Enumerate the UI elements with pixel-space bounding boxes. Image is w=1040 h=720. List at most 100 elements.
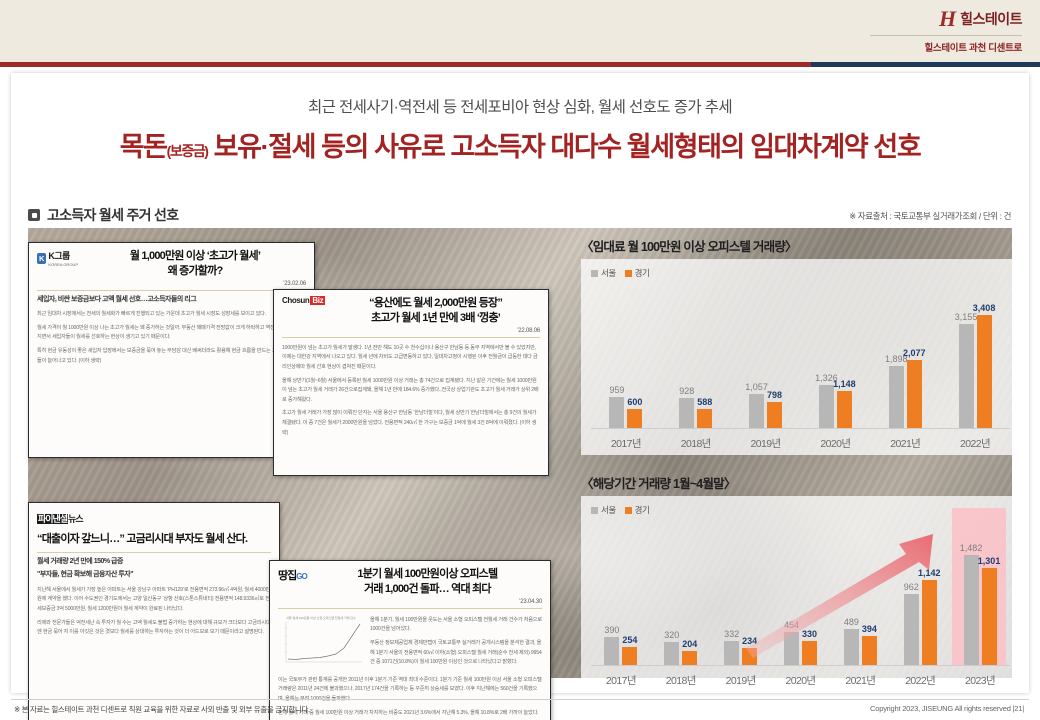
bar-group: 1,898 2,077 bbox=[870, 285, 940, 429]
bar-group: 320 204 bbox=[651, 522, 711, 666]
bar-gyeonggi: 1,301 bbox=[978, 556, 1000, 666]
bar-gyeonggi: 3,408 bbox=[973, 303, 995, 429]
headline-part-1: 목돈 bbox=[119, 132, 168, 162]
clip3-body: 지난해 서울에서 월세가 가장 높은 아파트는 서울 강남구 아파트 ‘PH12… bbox=[29, 584, 279, 648]
x-tick-label: 2019년 bbox=[750, 438, 782, 450]
bar-seoul: 1,482 bbox=[960, 543, 982, 666]
biz-badge-icon: Biz bbox=[310, 296, 326, 305]
mini-line-chart-icon bbox=[284, 621, 362, 662]
clip4-body-bottom: 이는 국토부가 관련 통계를 공개한 2011년 이후 1분기 기준 역대 최대… bbox=[270, 674, 550, 720]
bar-value-label: 2,077 bbox=[902, 348, 926, 358]
bar-value-label: 320 bbox=[664, 630, 680, 640]
legend-swatch-seoul-icon bbox=[591, 269, 598, 277]
bar-value-label: 1,326 bbox=[815, 373, 838, 383]
bar-value-label: 1,148 bbox=[833, 379, 856, 389]
clip4-headline-line2: 거래 1,000건 돌파… 역대 최다 bbox=[364, 582, 491, 595]
bar-value-label: 489 bbox=[843, 617, 859, 627]
x-tick-label: 2017년 bbox=[610, 438, 642, 450]
footer-note: ※ 본 자료는 힐스테이트 과천 디센트로 직원 교육을 위한 자료로 사외 반… bbox=[14, 705, 310, 714]
clip3-headline: “대출이자 갚느니…” 고금리시대 부자도 월세 산다. bbox=[37, 533, 248, 545]
chart1-plot-area: 서울 경기 959 600 928 588 1,057 798 1,326 1,148 1,89… bbox=[581, 259, 1018, 455]
chart-period-transactions: 〈해당기간 거래량 1월~4월말〉 서울 경기 bbox=[581, 473, 1018, 692]
clip1-outlet-sub: KOREA GROUP bbox=[48, 262, 78, 267]
clip2-headline-line2: 초고가 월세 1년 만에 3배 ‘껑충’ bbox=[371, 311, 501, 324]
clip3-para: 지난해 서울에서 월세가 가장 높은 아파트는 서울 강남구 아파트 ‘PH12… bbox=[37, 586, 271, 613]
bar-gyeonggi: 1,148 bbox=[833, 379, 856, 429]
clip2-date: ’22.08.06 bbox=[517, 327, 540, 334]
clip4-body-top: 올해 1분기, 월세 100만원을 웃도는 서울 소형 오피스텔 전월세 거래 … bbox=[370, 616, 542, 674]
clip1-outlet: K그룹 bbox=[48, 251, 70, 261]
bar-value-label: 3,408 bbox=[972, 303, 996, 313]
bar-gyeonggi: 394 bbox=[862, 624, 877, 666]
bar-group: 928 588 bbox=[661, 285, 731, 429]
kgroup-logo-icon: K K그룹 KOREA GROUP bbox=[37, 249, 78, 267]
footer-copyright: Copyright 2023, JISEUNG All rights reser… bbox=[870, 704, 1024, 713]
clip1-headline-line1: 월 1,000만원 이상 ‘초고가 월세’ bbox=[129, 250, 261, 262]
bar-value-label: 1,057 bbox=[745, 382, 768, 392]
chart1-legend: 서울 경기 bbox=[591, 267, 650, 279]
clip2-para: 1000만원이 넘는 초고가 월세가 발생다. 1년 전만 해도 10곳 수 천… bbox=[282, 344, 538, 370]
bar-seoul: 1,326 bbox=[815, 373, 838, 429]
headline-part-2: 보유·절세 등의 사유로 고소득자 대다수 월세형태의 임대차계약 선호 bbox=[207, 132, 922, 162]
bar-value-label: 588 bbox=[697, 397, 713, 407]
clip1-para: 최근 임대차 시장에서는 전세의 월세화가 빠르게 진행되고 있는 가운데 초고… bbox=[37, 311, 266, 318]
chart2-bars: 390 254 320 204 332 234 454 330 489 394 962 1,142 1,… bbox=[591, 522, 1010, 666]
source-note: ※ 자료출처 : 국토교통부 실거래가조회 / 단위 : 건 bbox=[849, 211, 1011, 221]
bar-value-label: 600 bbox=[627, 397, 643, 407]
chart2-legend: 서울 경기 bbox=[591, 504, 650, 516]
bar-group: 962 1,142 bbox=[890, 522, 950, 666]
bar-value-label: 234 bbox=[742, 636, 758, 646]
clip3-divider bbox=[37, 551, 271, 553]
bar-gyeonggi: 330 bbox=[802, 629, 817, 666]
bar-value-label: 1,482 bbox=[959, 543, 983, 553]
clip4-para: 올해 1분기, 월세 100만원을 웃도는 서울 소형 오피스텔 전월세 거래 … bbox=[370, 616, 542, 633]
x-tick-label: 2018년 bbox=[665, 675, 697, 687]
chosunbiz-logo-icon: Chosun Biz bbox=[282, 296, 326, 305]
clip2-para: 올해 상반기(1월~6월) 서울에서 등록된 월세 1000만원 이상 거래는 … bbox=[282, 377, 539, 403]
bar-seoul: 959 bbox=[609, 385, 624, 429]
bar-group: 454 330 bbox=[771, 522, 831, 666]
bar-value-label: 3,155 bbox=[954, 312, 978, 322]
bar-seoul: 928 bbox=[679, 386, 694, 429]
bar-gyeonggi: 600 bbox=[627, 397, 642, 429]
bar-group: 332 234 bbox=[711, 522, 771, 666]
x-tick-label: 2020년 bbox=[820, 438, 851, 450]
section-title-label: 고소득자 월세 주거 선호 bbox=[47, 207, 179, 223]
bar-value-label: 454 bbox=[783, 620, 799, 630]
chart1-legend-gyeonggi: 경기 bbox=[624, 267, 650, 279]
x-tick-label: 2021년 bbox=[890, 438, 921, 450]
bar-seoul: 454 bbox=[784, 620, 799, 666]
chart1-bars: 959 600 928 588 1,057 798 1,326 1,148 1,898 2,077… bbox=[591, 285, 1010, 429]
bar-seoul: 962 bbox=[904, 582, 919, 666]
bar-gyeonggi: 2,077 bbox=[903, 348, 926, 429]
page-title: 목돈(보증금) 보유·절세 등의 사유로 고소득자 대다수 월세형태의 임대차계… bbox=[11, 125, 1029, 164]
clip2-para: 초고가 월세 거래가 가장 많이 이뤄진 단지는 서울 용산구 한남동 ‘한남더… bbox=[282, 410, 537, 436]
clip1-para: 월세 가격이 월 1000만원 이상 나는 초고가 월세는 왜 증가하는 것일까… bbox=[37, 324, 305, 341]
project-name: 힐스테이트 과천 디센트로 bbox=[924, 43, 1022, 54]
chart1-title: 〈임대료 월 100만원 이상 오피스텔 거래량〉 bbox=[581, 240, 798, 254]
chart1-legend-label-gyeonggi: 경기 bbox=[634, 268, 650, 278]
bar-group: 489 394 bbox=[830, 522, 890, 666]
bar-group: 3,155 3,408 bbox=[940, 285, 1010, 429]
brand-logo: H 힐스테이트 힐스테이트 과천 디센트로 bbox=[870, 8, 1022, 54]
bar-gyeonggi: 204 bbox=[682, 639, 697, 666]
clip2-body: 1000만원이 넘는 초고가 월세가 발생다. 1년 전만 해도 10곳 수 천… bbox=[274, 342, 548, 449]
square-bullet-icon bbox=[28, 209, 40, 221]
bar-seoul: 1,898 bbox=[885, 354, 908, 429]
clip2-divider bbox=[282, 336, 540, 338]
clip4-para: 전체 월세 거래 중 월세 100만원 이상 거래가 차지하는 비중도 2021… bbox=[278, 709, 539, 716]
clip4-headline: 1분기 월세 100만원이상 오피스텔 거래 1,000건 돌파… 역대 최다 bbox=[313, 567, 542, 597]
clip1-headline: 월 1,000만원 이상 ‘초고가 월세’ 왜 증가할까? bbox=[84, 249, 306, 279]
clip3-lead-1: 월세 거래량 2년 만에 150% 급증 bbox=[37, 557, 123, 565]
clip1-body: 최근 임대차 시장에서는 전세의 월세화가 빠르게 진행되고 있는 가운데 초고… bbox=[29, 308, 314, 376]
chart2-legend-label-gyeonggi: 경기 bbox=[634, 505, 650, 515]
clip1-para: 특히 현금 유동성이 좋은 세입자 입장에서는 보증금을 묶어 놓는 부담감 대… bbox=[37, 348, 306, 364]
chart1-x-axis bbox=[591, 428, 1010, 429]
chart2-legend-seoul: 서울 bbox=[591, 504, 616, 516]
chart2-legend-gyeonggi: 경기 bbox=[624, 504, 650, 516]
kgroup-badge-icon: K bbox=[37, 252, 47, 264]
content-panel: 최근 전세사기·역전세 등 전세포비아 현상 심화, 월세 선호도 증가 추세 … bbox=[11, 73, 1029, 720]
bar-seoul: 3,155 bbox=[955, 312, 977, 429]
go-badge-icon: GO bbox=[296, 572, 307, 581]
